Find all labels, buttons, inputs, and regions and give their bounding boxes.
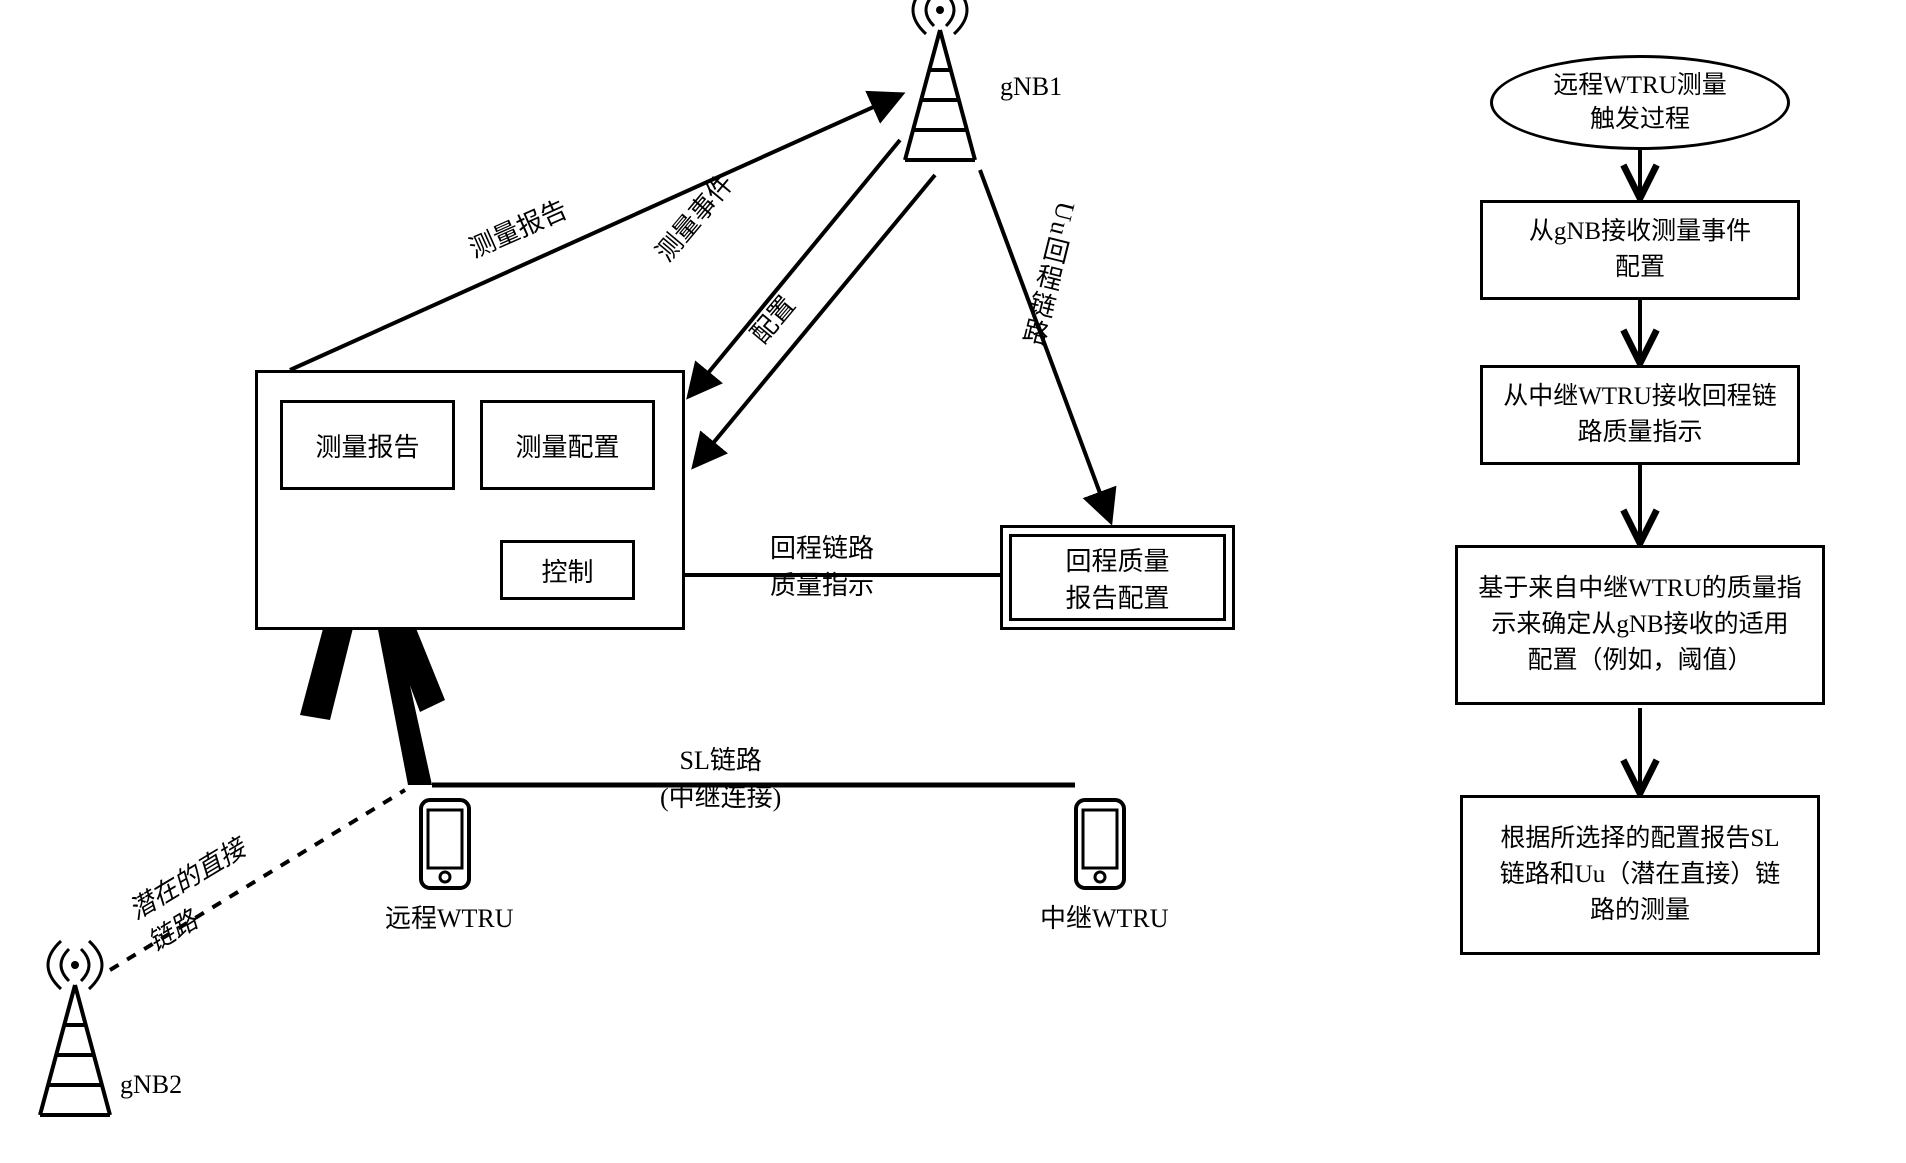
backhaul-quality-line1: 回程质量 [1065, 547, 1169, 576]
remote-wtru-label: 远程WTRU [385, 898, 514, 935]
relay-wtru-phone-icon [1076, 800, 1124, 888]
edge-label-potential-direct: 潜在的直接 链路 [121, 828, 271, 958]
edge-label-sl-l1: SL链路 [679, 746, 761, 775]
backhaul-quality-inner: 回程质量 报告配置 [1009, 534, 1226, 621]
flow-step-3-l1: 基于来自中继WTRU的质量指 [1478, 575, 1802, 602]
edge-label-config: 配置 [741, 287, 803, 351]
flow-step-3-l3: 配置（例如，阈值） [1527, 647, 1752, 674]
flow-step-4-l3: 路的测量 [1590, 897, 1690, 924]
edge-label-backhaul-quality: 回程链路 质量指示 [770, 528, 874, 602]
flow-step-2: 从中继WTRU接收回程链 路质量指示 [1480, 365, 1800, 465]
flow-step-4-l1: 根据所选择的配置报告SL [1500, 825, 1779, 852]
flow-step-2-l2: 路质量指示 [1577, 419, 1702, 446]
flow-step-1: 从gNB接收测量事件 配置 [1480, 200, 1800, 300]
edge-config-from-gnb1 [695, 175, 935, 465]
relay-wtru-label: 中继WTRU [1040, 898, 1169, 935]
flow-step-3: 基于来自中继WTRU的质量指 示来确定从gNB接收的适用 配置（例如，阈值） [1455, 545, 1825, 705]
edge-label-backhaul-quality-l2: 质量指示 [770, 571, 874, 600]
flow-step-1-l1: 从gNB接收测量事件 [1529, 218, 1751, 245]
edge-label-uu: Uu回程链路 [1013, 198, 1085, 350]
edge-label-event: 测量事件 [646, 165, 741, 268]
backhaul-quality-line2: 报告配置 [1065, 584, 1169, 613]
backhaul-quality-box: 回程质量 报告配置 [1000, 525, 1235, 630]
flow-start-ellipse: 远程WTRU测量 触发过程 [1490, 55, 1790, 150]
edge-label-sl-link: SL链路 (中继连接) [660, 740, 781, 814]
flow-step-4: 根据所选择的配置报告SL 链路和Uu（潜在直接）链 路的测量 [1460, 795, 1820, 955]
measurement-config-box: 测量配置 [480, 400, 655, 490]
flow-step-1-l2: 配置 [1615, 254, 1665, 281]
flow-start-l2: 触发过程 [1590, 106, 1690, 133]
remote-wtru-phone-icon [421, 800, 469, 888]
control-box: 控制 [500, 540, 635, 600]
flow-start-l1: 远程WTRU测量 [1553, 72, 1727, 99]
edge-label-report: 测量报告 [462, 189, 572, 265]
gnb2-tower-icon [40, 941, 110, 1115]
edge-report-to-gnb1 [290, 95, 900, 370]
edge-label-sl-l2: (中继连接) [660, 783, 781, 812]
flow-step-2-l1: 从中继WTRU接收回程链 [1503, 383, 1777, 410]
gnb1-tower-icon [905, 0, 975, 160]
gnb2-label: gNB2 [120, 1070, 182, 1100]
gnb1-label: gNB1 [1000, 72, 1062, 102]
measurement-report-box: 测量报告 [280, 400, 455, 490]
edge-label-backhaul-quality-l1: 回程链路 [770, 534, 874, 563]
flow-step-3-l2: 示来确定从gNB接收的适用 [1491, 611, 1788, 638]
flow-step-4-l2: 链路和Uu（潜在直接）链 [1500, 861, 1781, 888]
